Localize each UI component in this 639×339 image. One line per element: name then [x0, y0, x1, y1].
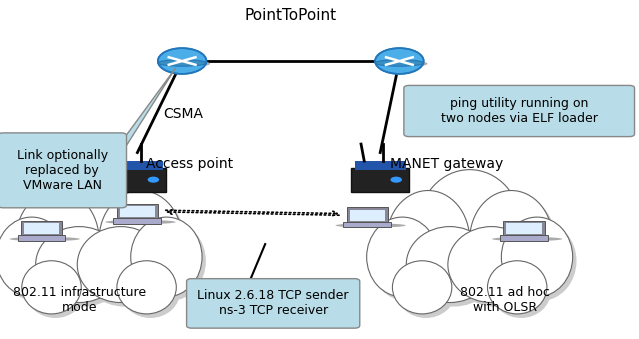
- Ellipse shape: [488, 261, 547, 314]
- Ellipse shape: [422, 174, 525, 287]
- Text: Linux 2.6.18 TCP sender
ns-3 TCP receiver: Linux 2.6.18 TCP sender ns-3 TCP receive…: [197, 290, 349, 317]
- FancyBboxPatch shape: [355, 161, 406, 170]
- Text: CSMA: CSMA: [163, 106, 203, 121]
- Ellipse shape: [473, 195, 557, 293]
- FancyBboxPatch shape: [24, 223, 59, 234]
- FancyBboxPatch shape: [109, 168, 166, 192]
- Ellipse shape: [159, 60, 210, 67]
- Ellipse shape: [392, 261, 452, 314]
- Text: PointToPoint: PointToPoint: [245, 8, 337, 23]
- Ellipse shape: [81, 231, 168, 306]
- Ellipse shape: [131, 217, 202, 297]
- Ellipse shape: [335, 223, 406, 227]
- Ellipse shape: [135, 221, 206, 301]
- Ellipse shape: [375, 48, 424, 74]
- Ellipse shape: [390, 177, 402, 183]
- Ellipse shape: [16, 191, 99, 289]
- Ellipse shape: [448, 226, 535, 302]
- Ellipse shape: [470, 191, 553, 289]
- FancyBboxPatch shape: [504, 221, 545, 235]
- Ellipse shape: [406, 226, 493, 302]
- Ellipse shape: [367, 217, 438, 297]
- FancyBboxPatch shape: [17, 235, 66, 241]
- Ellipse shape: [105, 220, 176, 224]
- Ellipse shape: [505, 221, 576, 301]
- Ellipse shape: [103, 195, 186, 293]
- Ellipse shape: [0, 217, 67, 297]
- FancyBboxPatch shape: [351, 168, 409, 192]
- Polygon shape: [80, 68, 176, 198]
- Ellipse shape: [371, 221, 442, 301]
- FancyBboxPatch shape: [344, 222, 391, 227]
- FancyBboxPatch shape: [346, 207, 388, 222]
- Text: MANET gateway: MANET gateway: [390, 157, 503, 172]
- Ellipse shape: [375, 60, 424, 66]
- FancyBboxPatch shape: [120, 206, 155, 217]
- Ellipse shape: [22, 261, 81, 314]
- FancyArrowPatch shape: [166, 210, 337, 216]
- Ellipse shape: [158, 60, 206, 66]
- Ellipse shape: [387, 191, 470, 289]
- Ellipse shape: [121, 265, 180, 318]
- Ellipse shape: [148, 177, 159, 183]
- Text: 802.11 ad hoc
with OLSR: 802.11 ad hoc with OLSR: [460, 286, 550, 314]
- Ellipse shape: [36, 226, 123, 302]
- Ellipse shape: [452, 231, 539, 306]
- FancyBboxPatch shape: [116, 204, 158, 218]
- FancyBboxPatch shape: [20, 221, 63, 235]
- FancyBboxPatch shape: [187, 279, 360, 328]
- Ellipse shape: [117, 261, 176, 314]
- Ellipse shape: [26, 265, 85, 318]
- FancyArrowPatch shape: [167, 210, 339, 215]
- Ellipse shape: [47, 170, 151, 283]
- Ellipse shape: [99, 191, 182, 289]
- FancyBboxPatch shape: [506, 223, 542, 234]
- Ellipse shape: [40, 231, 127, 306]
- FancyBboxPatch shape: [114, 218, 161, 224]
- Text: Link optionally
replaced by
VMware LAN: Link optionally replaced by VMware LAN: [17, 149, 108, 192]
- Ellipse shape: [502, 217, 573, 297]
- FancyBboxPatch shape: [0, 133, 127, 208]
- Ellipse shape: [0, 221, 71, 301]
- Ellipse shape: [158, 48, 206, 74]
- Ellipse shape: [396, 265, 456, 318]
- Ellipse shape: [51, 174, 155, 287]
- Text: 802.11 infrastructure
mode: 802.11 infrastructure mode: [13, 286, 146, 314]
- Ellipse shape: [418, 170, 521, 283]
- Ellipse shape: [20, 195, 103, 293]
- Ellipse shape: [492, 237, 562, 241]
- FancyBboxPatch shape: [112, 161, 163, 170]
- FancyBboxPatch shape: [500, 235, 548, 241]
- Ellipse shape: [10, 237, 80, 241]
- FancyBboxPatch shape: [350, 210, 385, 221]
- Text: Access point: Access point: [146, 157, 233, 172]
- Ellipse shape: [376, 60, 427, 67]
- Ellipse shape: [77, 226, 164, 302]
- Ellipse shape: [410, 231, 497, 306]
- FancyBboxPatch shape: [404, 85, 635, 137]
- Ellipse shape: [390, 195, 473, 293]
- Text: ping utility running on
two nodes via ELF loader: ping utility running on two nodes via EL…: [441, 97, 597, 125]
- Ellipse shape: [491, 265, 551, 318]
